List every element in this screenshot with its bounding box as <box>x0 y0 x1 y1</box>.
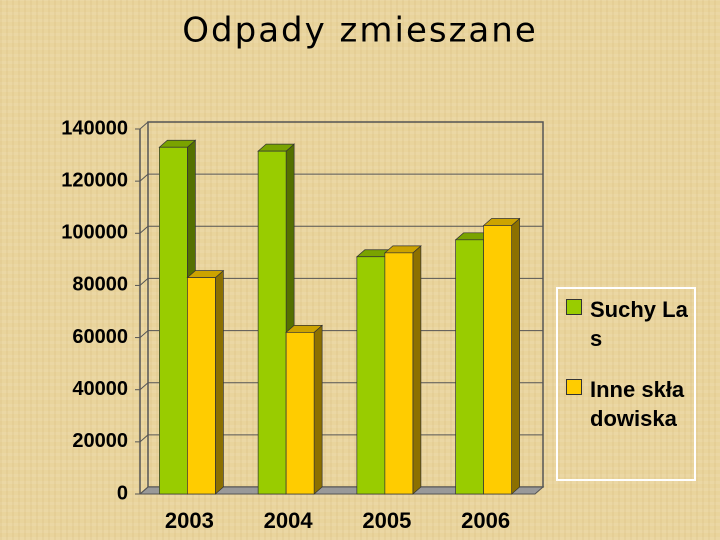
bar <box>285 324 324 495</box>
grid-line <box>139 121 149 130</box>
bar-face <box>356 256 386 495</box>
x-tick-label: 2003 <box>165 508 214 533</box>
legend-label: Inne składowiska <box>590 377 685 431</box>
bar-face <box>384 252 414 495</box>
x-tick-label: 2006 <box>461 508 510 533</box>
legend-item: Suchy Las <box>566 295 688 353</box>
grid-line <box>139 434 149 443</box>
grid-line <box>139 173 149 182</box>
legend-swatch <box>566 299 582 315</box>
legend-label: Suchy Las <box>590 297 688 351</box>
legend-item: Inne składowiska <box>566 375 688 433</box>
bar <box>186 269 225 495</box>
y-tick-label: 40000 <box>72 378 128 400</box>
grid-line <box>139 278 149 286</box>
legend-swatch <box>566 379 582 395</box>
legend: Suchy Las Inne składowiska <box>556 287 696 481</box>
chart-title: Odpady zmieszane <box>182 11 537 51</box>
grid-line <box>139 225 149 234</box>
bar <box>383 245 422 495</box>
x-tick-label: 2005 <box>362 508 411 533</box>
y-tick-label: 100000 <box>61 222 128 244</box>
bar-face <box>483 225 512 495</box>
bar-face <box>187 277 216 495</box>
bar-face <box>159 146 188 495</box>
y-tick-label: 60000 <box>72 326 128 348</box>
bar <box>482 217 521 495</box>
bar-face <box>285 332 315 495</box>
grid-line <box>139 330 149 338</box>
y-tick-label: 140000 <box>61 117 128 139</box>
y-tick-label: 0 <box>117 482 128 504</box>
bar-face <box>455 239 484 495</box>
grid-line <box>139 486 149 495</box>
y-tick-label: 20000 <box>72 430 128 452</box>
grid-line <box>139 382 149 391</box>
y-tick-label: 80000 <box>72 274 128 296</box>
bar-face <box>511 217 520 495</box>
bar-face <box>257 150 287 495</box>
bar-face <box>215 269 224 495</box>
bar-face <box>412 245 422 495</box>
y-tick-label: 120000 <box>61 169 128 191</box>
bar-face <box>313 324 323 495</box>
x-tick-label: 2004 <box>264 508 314 533</box>
